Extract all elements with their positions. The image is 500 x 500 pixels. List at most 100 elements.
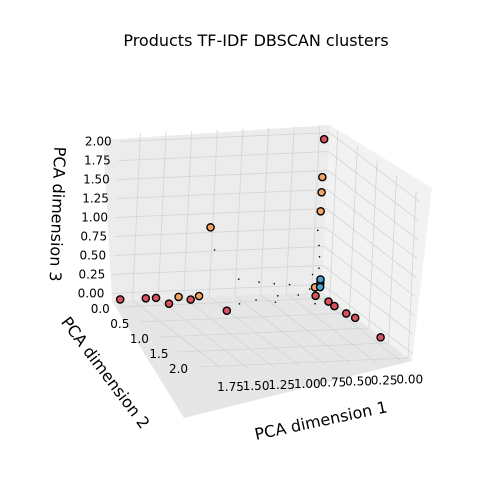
cluster-point <box>194 291 204 301</box>
x-gridline-floor <box>234 295 326 366</box>
y-tick-label: 2.0 <box>169 362 188 376</box>
noise-point <box>276 295 279 297</box>
z-gridline-side <box>327 170 419 240</box>
cluster-point <box>319 134 329 144</box>
z-gridline-back <box>117 170 328 180</box>
x-gridline-floor <box>132 299 223 370</box>
noise-point <box>238 302 241 305</box>
data-points <box>115 134 385 342</box>
z-tick-label: 1.50 <box>83 173 110 187</box>
x-tick-label: 1.50 <box>243 379 270 393</box>
y-gridline-floor <box>158 327 369 338</box>
x-tick-labels: 1.751.501.251.000.750.500.250.00 <box>217 372 423 394</box>
y-tick-label: 1.5 <box>149 347 168 361</box>
noise-point <box>318 244 320 247</box>
z-gridline-back <box>115 227 326 237</box>
z-gridline-side <box>325 208 417 278</box>
floor-pane <box>112 292 412 418</box>
cluster-point <box>206 223 215 232</box>
noise-point <box>258 281 260 283</box>
noise-point <box>332 308 334 311</box>
noise-point <box>273 282 276 285</box>
z-tick-label: 1.00 <box>81 211 108 225</box>
cluster-point <box>151 293 161 303</box>
noise-point <box>308 288 311 290</box>
cluster-point <box>317 187 326 197</box>
y-gridline-floor <box>119 297 330 308</box>
noise-point <box>255 299 257 301</box>
x-tick-label: 1.75 <box>217 380 244 394</box>
x-gridline-floor <box>183 297 274 368</box>
z-tick-label: 1.25 <box>82 192 109 206</box>
x-tick-label: 1.25 <box>268 378 295 392</box>
cluster-point <box>115 295 125 304</box>
z-tick-label: 0.00 <box>78 286 105 300</box>
z-gridline-back <box>116 189 327 199</box>
z-tick-label: 0.50 <box>79 248 106 262</box>
back-right-pane <box>322 125 432 361</box>
z-gridline-back <box>119 132 330 142</box>
noise-point <box>316 229 319 232</box>
y-tick-label: 0.0 <box>91 302 110 316</box>
chart-title: Products TF-IDF DBSCAN clusters <box>123 31 388 50</box>
z-gridline-side <box>323 265 414 335</box>
cluster-point <box>164 299 174 308</box>
cluster-point <box>316 275 325 284</box>
x-tick-label: 0.75 <box>320 376 347 390</box>
z-gridline-back <box>112 284 323 294</box>
y-tick-labels: 0.00.51.01.52.0 <box>91 302 188 376</box>
noise-point <box>311 273 314 276</box>
cluster-point <box>350 313 360 323</box>
z-tick-label: 0.75 <box>80 229 107 243</box>
y-gridline-floor <box>178 342 389 353</box>
noise-point <box>237 278 240 280</box>
z-gridline-side <box>322 284 413 354</box>
cluster-point <box>141 294 151 303</box>
cluster-point <box>318 172 327 182</box>
noise-point <box>318 267 320 269</box>
y-tick-label: 1.0 <box>130 332 149 346</box>
z-gridline-side <box>323 246 415 316</box>
y-tick-label: 0.5 <box>110 317 129 331</box>
cluster-point <box>186 295 195 304</box>
z-gridline-back <box>118 151 329 161</box>
x-gridline-floor <box>157 298 249 369</box>
z-gridline-side <box>326 189 418 259</box>
y-gridline-floor <box>198 357 409 368</box>
x-axis-label: PCA dimension 1 <box>253 397 389 444</box>
z-gridline-side <box>324 227 416 297</box>
noise-point <box>213 249 216 251</box>
noise-point <box>274 301 277 304</box>
z-gridline-side <box>329 132 420 202</box>
noise-point <box>288 283 291 286</box>
z-gridline-back <box>114 246 325 256</box>
cluster-point <box>174 292 183 302</box>
cluster-point <box>341 309 351 318</box>
cluster-point <box>222 306 232 315</box>
cluster-point <box>330 301 339 311</box>
z-tick-labels: 0.00 0.25 0.50 0.75 1.00 1.25 1.50 1.75 2.00 <box>78 135 112 301</box>
cluster-point <box>376 333 385 342</box>
z-tick-label: 2.00 <box>85 135 112 149</box>
grid-lines <box>112 125 420 370</box>
z-tick-label: 1.75 <box>84 154 111 168</box>
cluster-point <box>315 282 325 292</box>
z-gridline-back <box>113 265 324 275</box>
x-tick-label: 0.25 <box>371 374 398 388</box>
z-gridline-back <box>115 208 327 218</box>
x-gridline-floor <box>260 294 351 364</box>
z-tick-label: 0.25 <box>79 267 106 281</box>
cluster-point <box>316 206 325 216</box>
cluster-point <box>324 297 333 306</box>
noise-point <box>318 255 321 258</box>
x-tick-label: 1.00 <box>294 377 321 391</box>
z-gridline-side <box>328 151 419 221</box>
noise-point <box>314 302 316 305</box>
noise-point <box>297 294 300 296</box>
cluster-point <box>311 291 320 301</box>
x-tick-label: 0.50 <box>345 375 372 389</box>
y-gridline-floor <box>139 312 350 323</box>
x-gridline-floor <box>285 293 377 363</box>
